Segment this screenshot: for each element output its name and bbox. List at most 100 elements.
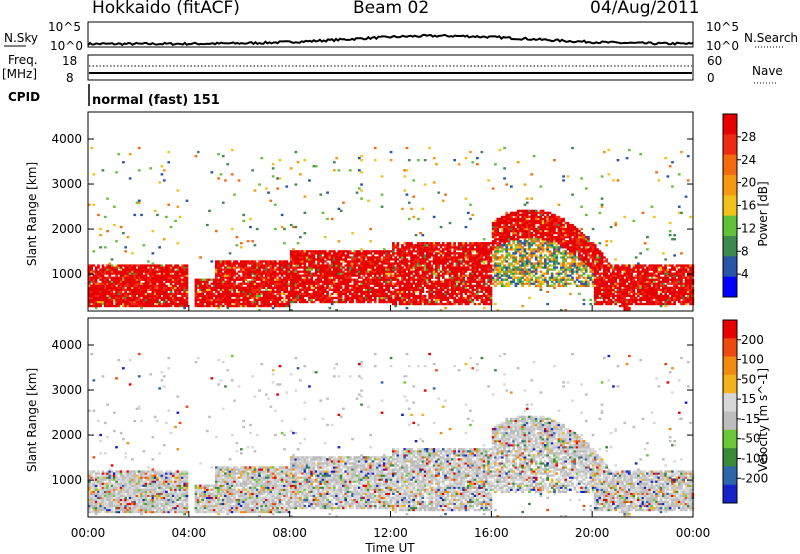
power-cell — [373, 262, 377, 265]
power-cell — [466, 252, 470, 255]
power-cell — [392, 258, 395, 261]
power-cell — [541, 221, 545, 225]
power-cell — [553, 238, 556, 241]
power-cell — [348, 276, 352, 279]
power-cell — [382, 262, 386, 265]
power-cell — [240, 264, 243, 267]
power-cell — [532, 280, 536, 283]
power-cell — [403, 274, 407, 277]
power-cell — [113, 270, 116, 273]
power-cell — [476, 264, 479, 267]
power-cell — [321, 282, 325, 285]
power-cell — [292, 272, 295, 275]
power-cell — [240, 288, 243, 291]
power-cell — [217, 280, 220, 283]
power-cell — [396, 248, 400, 251]
power-cell — [559, 223, 563, 227]
power-cell — [392, 244, 395, 247]
power-cell — [553, 242, 556, 245]
power-cell — [559, 219, 563, 223]
power-cell — [380, 278, 384, 281]
power-cell — [319, 288, 323, 291]
power-cell — [525, 227, 529, 231]
power-cell — [516, 215, 520, 219]
power-cell — [103, 298, 107, 302]
power-cell — [199, 278, 202, 281]
power-cell — [174, 282, 177, 285]
power-cell — [532, 252, 536, 255]
power-cell — [557, 284, 561, 287]
power-cell — [310, 254, 313, 257]
power-cell — [335, 252, 338, 255]
power-cell — [110, 272, 114, 275]
power-cell — [342, 260, 345, 263]
power-cell — [262, 290, 266, 293]
power-cell — [335, 262, 338, 265]
power-cell — [323, 286, 327, 289]
power-cell — [396, 246, 400, 249]
power-cell — [478, 270, 481, 273]
power-cell — [308, 256, 311, 259]
power-cell — [525, 215, 529, 219]
power-cell — [426, 262, 429, 265]
power-cell — [410, 282, 413, 285]
power-cell — [505, 278, 509, 281]
power-cell — [153, 298, 157, 302]
power-cell — [466, 288, 470, 291]
power-cell — [97, 296, 100, 300]
power-cell — [360, 298, 363, 302]
power-cell — [269, 274, 273, 277]
power-cell — [337, 288, 341, 291]
power-cell — [301, 292, 304, 296]
power-cell — [174, 280, 177, 283]
power-cell — [407, 270, 411, 273]
power-cell — [122, 264, 125, 267]
power-cell — [525, 230, 529, 233]
power-cell — [469, 294, 472, 298]
power-cell — [178, 272, 182, 275]
power-cell — [378, 266, 382, 269]
power-cell — [559, 232, 563, 235]
power-cell — [466, 300, 470, 304]
power-cell — [441, 296, 445, 300]
power-cell — [557, 236, 561, 239]
power-cell — [348, 298, 352, 302]
power-cell — [162, 294, 166, 298]
power-cell — [199, 292, 202, 296]
power-cell — [371, 276, 375, 279]
power-cell — [541, 278, 545, 281]
power-cell — [101, 294, 105, 298]
power-cell — [271, 266, 275, 269]
power-cell — [562, 284, 565, 287]
power-cell — [319, 272, 323, 275]
power-cell — [507, 244, 511, 247]
power-cell — [435, 276, 438, 279]
power-cell — [562, 175, 565, 178]
power-cell — [500, 274, 504, 277]
power-cell — [471, 300, 475, 304]
power-cell — [473, 266, 477, 269]
power-cell — [308, 286, 311, 289]
power-cell — [310, 296, 313, 300]
power-cell — [276, 278, 279, 281]
power-cell — [541, 248, 545, 251]
power-cell — [253, 296, 257, 300]
power-cell — [119, 280, 123, 283]
power-cell — [165, 215, 168, 219]
power-cell — [453, 296, 456, 300]
power-cell — [539, 286, 543, 289]
power-cell — [401, 282, 404, 285]
power-cell — [299, 294, 302, 298]
power-cell — [559, 280, 563, 283]
power-cell — [505, 221, 509, 225]
power-cell — [128, 264, 132, 267]
power-cell — [446, 302, 450, 306]
power-cell — [110, 270, 114, 273]
power-cell — [339, 286, 343, 289]
power-cell — [160, 302, 164, 306]
power-cell — [414, 254, 418, 257]
power-cell — [97, 284, 100, 287]
power-cell — [169, 302, 173, 306]
power-cell — [285, 268, 289, 271]
power-cell — [534, 230, 538, 233]
